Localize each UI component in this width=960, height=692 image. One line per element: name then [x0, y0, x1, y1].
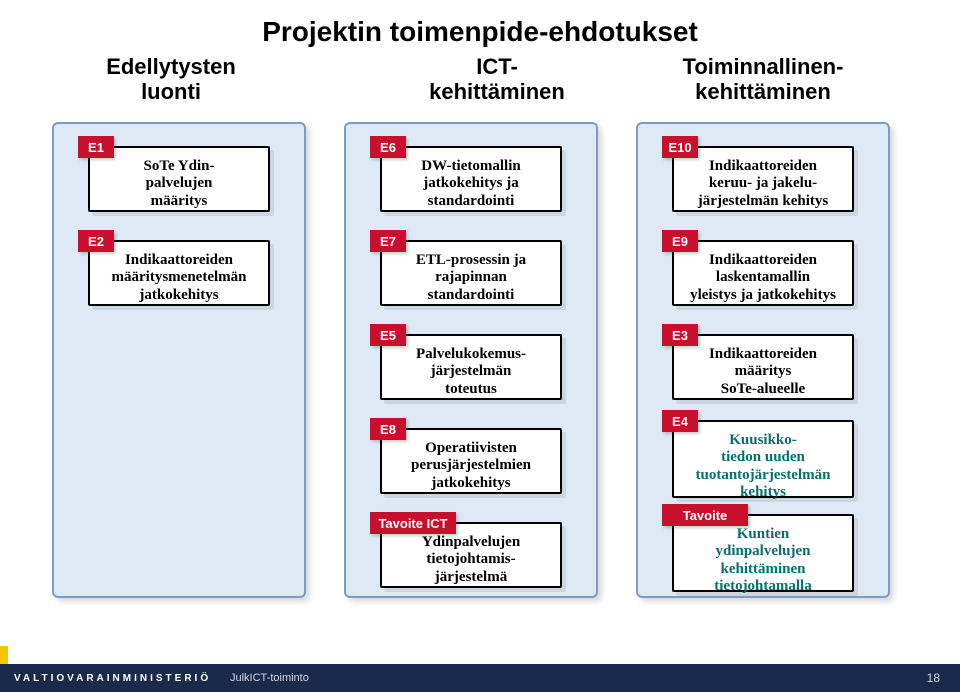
box-label: IndikaattoreidenmääritysSoTe-alueelle	[674, 336, 852, 406]
box-tag: E8	[370, 418, 406, 440]
diagram-box: E6DW-tietomallinjatkokehitys jastandardo…	[380, 146, 562, 212]
box-tag: Tavoite ICT	[370, 512, 456, 534]
box-label: DW-tietomallinjatkokehitys jastandardoin…	[382, 148, 560, 218]
box-tag: E7	[370, 230, 406, 252]
diagram-box: E8Operatiivistenperusjärjestelmienjatkok…	[380, 428, 562, 494]
diagram-box: E9Indikaattoreidenlaskentamallinyleistys…	[672, 240, 854, 306]
diagram-box: E2Indikaattoreidenmääritysmenetelmänjatk…	[88, 240, 270, 306]
box-label: Operatiivistenperusjärjestelmienjatkokeh…	[382, 430, 560, 500]
column-header: Edellytystenluonti	[66, 54, 276, 105]
box-label: Ydinpalvelujentietojohtamis-järjestelmä	[382, 524, 560, 594]
accent-bar	[0, 646, 8, 664]
box-tag: E10	[662, 136, 698, 158]
box-tag: E5	[370, 324, 406, 346]
box-tag: E2	[78, 230, 114, 252]
footer-page-number: 18	[927, 671, 960, 685]
column-header: Toiminnallinen-kehittäminen	[658, 54, 868, 105]
box-tag: E9	[662, 230, 698, 252]
diagram-box: E1SoTe Ydin-palvelujenmääritys	[88, 146, 270, 212]
diagram-box: E5Palvelukokemus-järjestelmäntoteutus	[380, 334, 562, 400]
diagram-box: E10Indikaattoreidenkeruu- ja jakelu-järj…	[672, 146, 854, 212]
diagram-box: E3IndikaattoreidenmääritysSoTe-alueelle	[672, 334, 854, 400]
box-tag: E1	[78, 136, 114, 158]
box-label: Palvelukokemus-järjestelmäntoteutus	[382, 336, 560, 406]
box-label: ETL-prosessin jarajapinnanstandardointi	[382, 242, 560, 312]
box-label: SoTe Ydin-palvelujenmääritys	[90, 148, 268, 218]
diagram-box: TavoiteKuntienydinpalvelujenkehittäminen…	[672, 514, 854, 592]
page-title: Projektin toimenpide-ehdotukset	[0, 16, 960, 48]
footer-bar: VALTIOVARAINMINISTERIÖ JulkICT-toiminto …	[0, 664, 960, 692]
column-header: ICT-kehittäminen	[392, 54, 602, 105]
box-label: Indikaattoreidenlaskentamallinyleistys j…	[674, 242, 852, 312]
footer-center: JulkICT-toiminto	[230, 672, 309, 684]
box-label: Indikaattoreidenmääritysmenetelmänjatkok…	[90, 242, 268, 312]
box-tag: E6	[370, 136, 406, 158]
diagram-box: E7ETL-prosessin jarajapinnanstandardoint…	[380, 240, 562, 306]
box-label: Indikaattoreidenkeruu- ja jakelu-järjest…	[674, 148, 852, 218]
box-tag: E3	[662, 324, 698, 346]
box-tag: E4	[662, 410, 698, 432]
footer-org: VALTIOVARAINMINISTERIÖ	[0, 673, 211, 684]
box-label: Kuntienydinpalvelujenkehittäminentietojo…	[674, 516, 852, 603]
box-label: Kuusikko-tiedon uudentuotantojärjestelmä…	[674, 422, 852, 509]
diagram-box: E4Kuusikko-tiedon uudentuotantojärjestel…	[672, 420, 854, 498]
box-tag: Tavoite	[662, 504, 748, 526]
diagram-box: Tavoite ICTYdinpalvelujentietojohtamis-j…	[380, 522, 562, 588]
